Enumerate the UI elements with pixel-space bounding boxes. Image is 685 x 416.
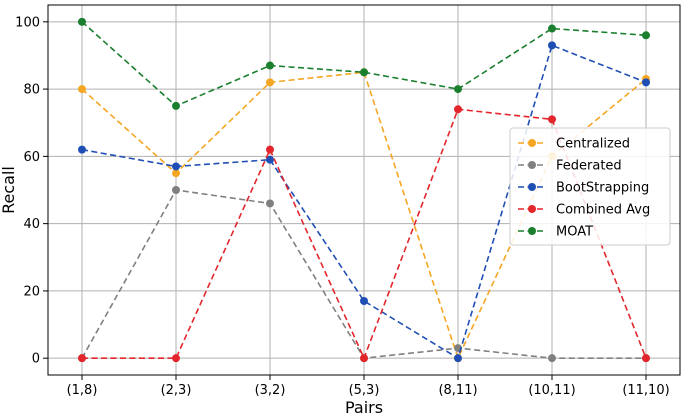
- y-axis-title: Recall: [0, 166, 18, 214]
- legend-marker: [528, 139, 536, 147]
- legend-label: Federated: [556, 159, 622, 174]
- legend-label: Centralized: [556, 137, 630, 152]
- data-point: [360, 68, 368, 77]
- data-point: [360, 297, 368, 305]
- legend-item: Combined Avg: [518, 203, 650, 218]
- data-point: [642, 31, 650, 40]
- data-point: [172, 354, 180, 363]
- ticks: (1,8) (2,3) (3,2) (5,3) (8,11) (10,11) (11,10)…: [15, 15, 670, 398]
- data-point: [642, 78, 650, 87]
- legend-label: BootStrapping: [556, 181, 649, 196]
- data-point: [78, 354, 86, 363]
- legend: Centralized Federated BootStrapping Combine…: [509, 127, 671, 246]
- data-point: [172, 169, 180, 178]
- data-point: [454, 354, 462, 363]
- data-point: [454, 85, 462, 94]
- data-point: [548, 115, 556, 124]
- x-axis-title: Pairs: [345, 398, 383, 416]
- data-point: [172, 162, 180, 171]
- data-point: [266, 199, 274, 208]
- legend-item: MOAT: [518, 225, 593, 240]
- legend-marker: [528, 227, 536, 235]
- series-bootstrapping: [78, 41, 650, 363]
- legend-label: MOAT: [556, 225, 593, 240]
- data-point: [266, 155, 274, 164]
- data-point: [266, 145, 274, 154]
- data-point: [454, 105, 462, 114]
- x-tick-label: (2,3): [161, 383, 192, 398]
- data-point: [172, 101, 180, 110]
- data-point: [642, 354, 650, 363]
- data-point: [548, 354, 556, 363]
- x-tick-label: (11,10): [622, 383, 669, 398]
- x-tick-label: (10,11): [528, 383, 575, 398]
- x-tick-label: (5,3): [349, 383, 380, 398]
- legend-item: Centralized: [518, 137, 630, 152]
- y-tick-label: 80: [23, 83, 40, 98]
- data-point: [266, 61, 274, 70]
- legend-box: [509, 127, 671, 246]
- y-tick-label: 100: [15, 15, 40, 30]
- data-point: [360, 354, 368, 363]
- y-tick-label: 60: [23, 150, 40, 165]
- x-tick-label: (3,2): [255, 383, 286, 398]
- y-tick-label: 20: [23, 284, 40, 299]
- legend-marker: [528, 161, 536, 169]
- legend-item: Federated: [518, 159, 622, 174]
- data-point: [266, 78, 274, 87]
- legend-label: Combined Avg: [556, 203, 650, 218]
- x-tick-label: (8,11): [438, 383, 477, 398]
- legend-marker: [528, 183, 536, 191]
- legend-marker: [528, 205, 536, 213]
- data-point: [78, 145, 86, 154]
- y-tick-label: 40: [23, 217, 40, 232]
- data-point: [78, 85, 86, 94]
- y-tick-label: 0: [32, 352, 40, 367]
- data-point: [548, 24, 556, 33]
- data-point: [172, 186, 180, 194]
- x-tick-label: (1,8): [67, 383, 98, 398]
- legend-item: BootStrapping: [518, 181, 649, 196]
- series-moat: [78, 17, 650, 110]
- data-point: [548, 41, 556, 50]
- data-point: [78, 17, 86, 26]
- series-combined-avg: [78, 105, 650, 363]
